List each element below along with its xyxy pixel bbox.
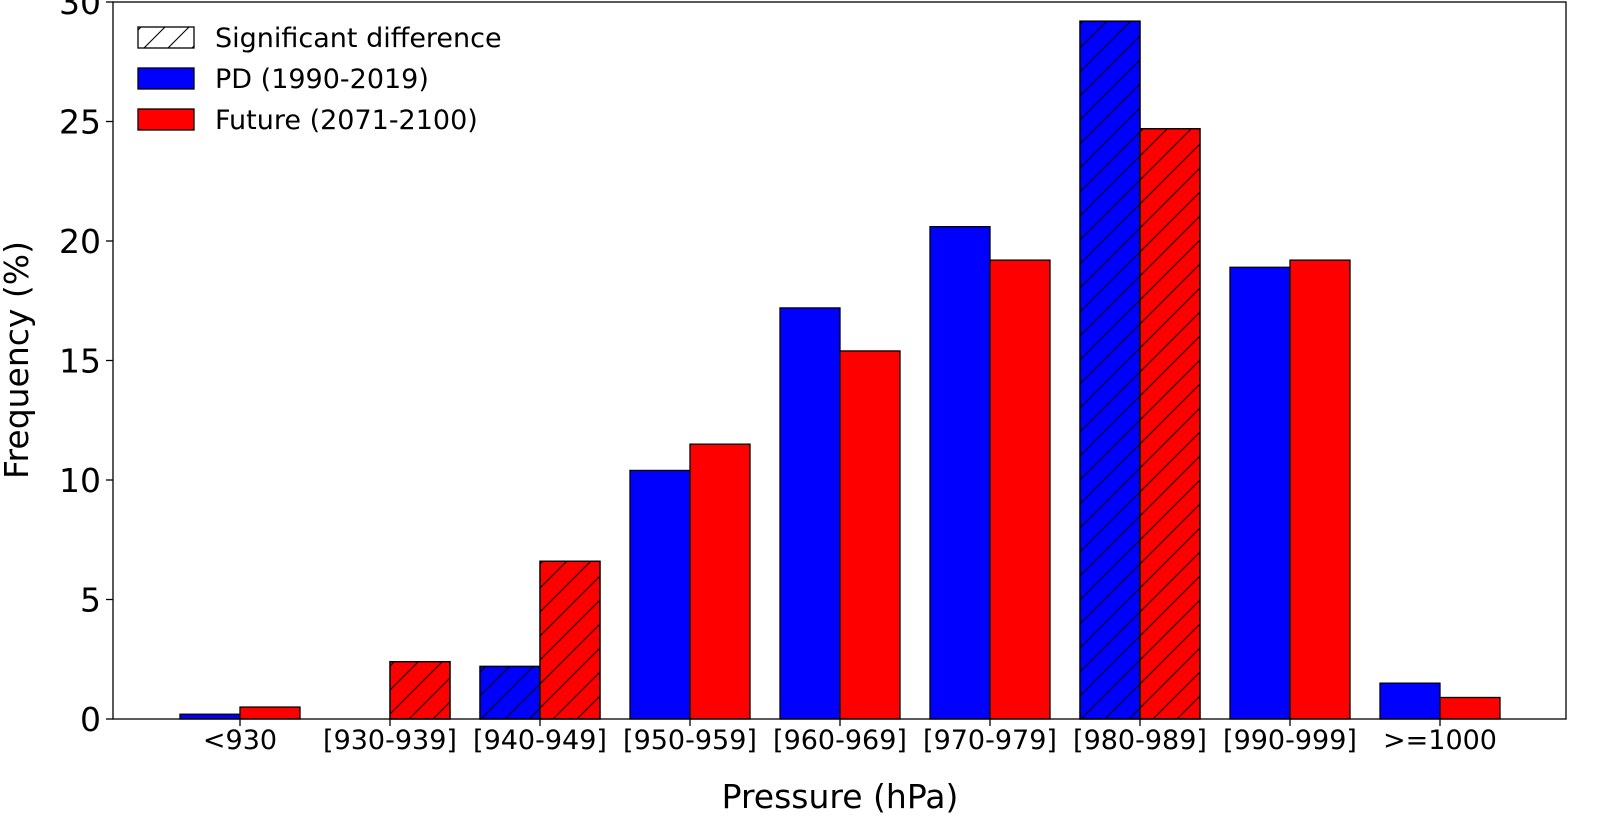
bar-hatch-future-2 [539,560,601,720]
legend-label-pd: PD (1990-2019) [215,64,429,95]
bar-future-8 [1439,696,1501,720]
bar-pd-7 [1229,266,1291,720]
legend: Significant difference PD (1990-2019) Futu… [137,23,502,136]
y-axis-label: Frequency (%) [0,241,36,479]
y-tick-label-6: 30 [59,0,101,22]
legend-swatch-pd [137,67,195,90]
bar-pd-8 [1379,682,1441,720]
bar-pd-4 [779,307,841,720]
legend-swatch-significant [137,26,195,49]
y-tick-label-0: 0 [80,700,101,739]
bar-future-0 [239,706,301,720]
bar-future-5 [989,259,1051,720]
legend-label-significant: Significant difference [215,23,502,54]
y-tick-label-2: 10 [59,461,101,500]
bar-future-7 [1289,259,1351,720]
bar-hatch-pd-2 [479,665,541,720]
y-tick-label-4: 20 [59,222,101,261]
bar-pd-3 [629,469,691,720]
x-tick-label-5: [970-979] [923,725,1057,756]
x-tick-label-8: >=1000 [1383,725,1497,756]
y-tick-label-5: 25 [59,103,101,142]
y-tick-label-1: 5 [80,581,101,620]
x-tick-label-3: [950-959] [623,725,757,756]
bar-hatch-pd-6 [1079,20,1141,720]
bar-hatch-future-6 [1139,128,1201,720]
x-tick-label-2: [940-949] [473,725,607,756]
legend-label-future: Future (2071-2100) [215,105,478,136]
legend-swatch-future [137,108,195,131]
bar-future-3 [689,443,751,720]
x-tick-label-7: [990-999] [1223,725,1357,756]
x-tick-label-6: [980-989] [1073,725,1207,756]
x-axis-label: Pressure (hPa) [722,777,959,816]
axes-layer: 0 5 10 15 20 25 30 <930 [930-939] [940-949] [950-9… [59,0,1567,756]
bar-future-4 [839,350,901,720]
y-tick-label-3: 15 [59,342,101,381]
bar-hatch-future-1 [389,660,451,720]
bars-layer [179,20,1501,720]
bar-pd-5 [929,226,991,720]
x-tick-label-4: [960-969] [773,725,907,756]
x-tick-label-1: [930-939] [323,725,457,756]
x-tick-label-0: <930 [203,725,277,756]
bar-pd-0 [179,713,241,720]
